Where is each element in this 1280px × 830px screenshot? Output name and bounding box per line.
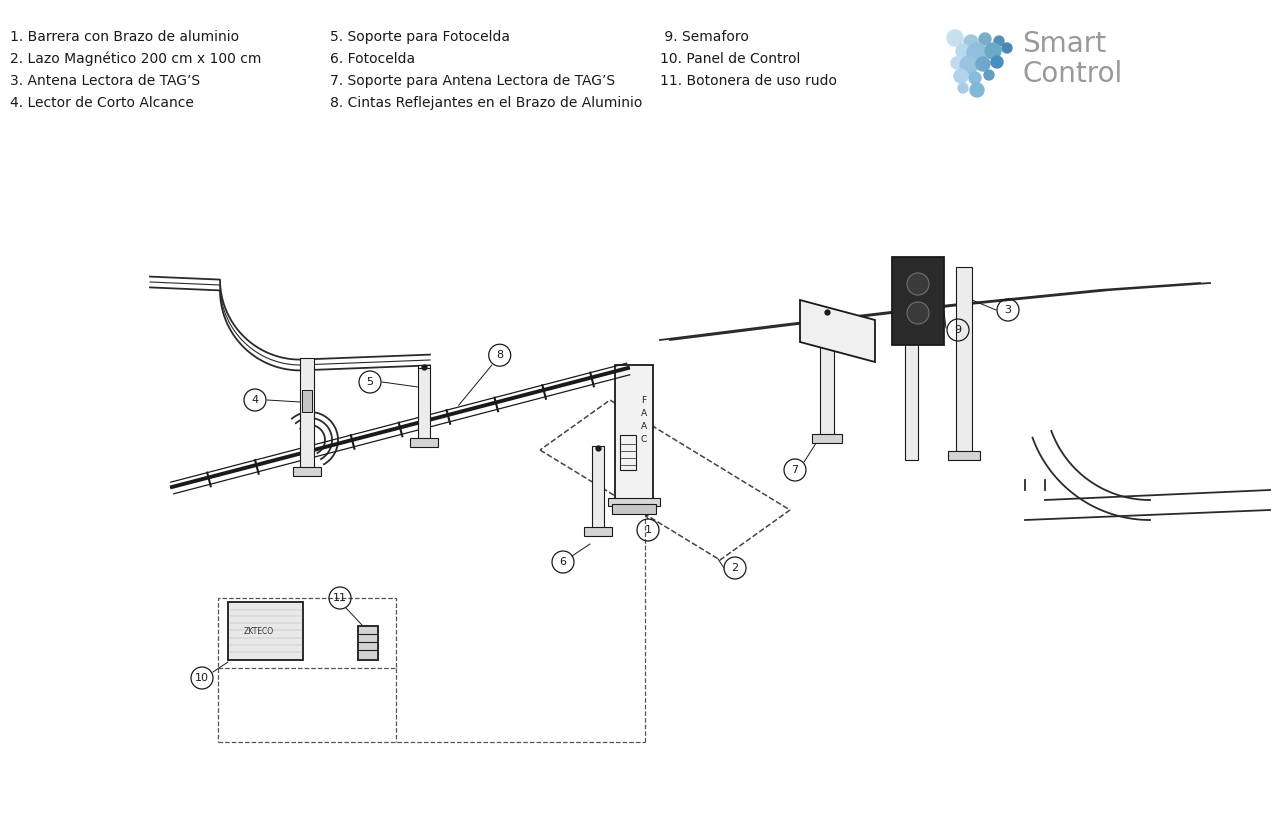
Text: 11: 11: [333, 593, 347, 603]
Text: 5. Soporte para Fotocelda: 5. Soporte para Fotocelda: [330, 30, 509, 44]
Text: 3: 3: [1005, 305, 1011, 315]
Text: 1: 1: [645, 525, 652, 535]
Circle shape: [947, 30, 963, 46]
Circle shape: [984, 70, 995, 80]
Text: 4. Lector de Corto Alcance: 4. Lector de Corto Alcance: [10, 96, 193, 110]
Bar: [584, 527, 612, 536]
Bar: [956, 267, 972, 452]
Text: 3. Antena Lectora de TAG’S: 3. Antena Lectora de TAG’S: [10, 74, 200, 88]
Text: 2: 2: [731, 563, 739, 573]
Bar: [419, 365, 430, 440]
Text: 8. Cintas Reflejantes en el Brazo de Aluminio: 8. Cintas Reflejantes en el Brazo de Alu…: [330, 96, 643, 110]
Bar: [620, 435, 636, 470]
Bar: [358, 626, 378, 660]
Text: Smart
Control: Smart Control: [1021, 30, 1123, 88]
Circle shape: [986, 43, 1001, 59]
Bar: [410, 438, 438, 447]
Text: 1. Barrera con Brazo de aluminio: 1. Barrera con Brazo de aluminio: [10, 30, 239, 44]
Circle shape: [960, 56, 978, 74]
Bar: [293, 467, 321, 476]
Bar: [892, 257, 945, 345]
Text: F
A
A
C: F A A C: [641, 396, 648, 444]
Circle shape: [908, 273, 929, 295]
Circle shape: [908, 302, 929, 324]
Bar: [608, 498, 660, 506]
Circle shape: [977, 57, 989, 71]
Circle shape: [970, 83, 984, 97]
Bar: [302, 390, 312, 412]
Text: 2. Lazo Magnético 200 cm x 100 cm: 2. Lazo Magnético 200 cm x 100 cm: [10, 52, 261, 66]
Text: 6: 6: [559, 557, 567, 567]
Text: 6. Fotocelda: 6. Fotocelda: [330, 52, 415, 66]
Bar: [591, 446, 604, 528]
Text: 10. Panel de Control: 10. Panel de Control: [660, 52, 800, 66]
Bar: [820, 310, 835, 435]
Text: 9: 9: [955, 325, 961, 335]
Text: ZKTECO: ZKTECO: [244, 627, 274, 636]
Circle shape: [964, 35, 978, 49]
Text: 9. Semaforo: 9. Semaforo: [660, 30, 749, 44]
Circle shape: [951, 57, 963, 69]
Text: 7: 7: [791, 465, 799, 475]
Bar: [614, 365, 653, 500]
Text: 4: 4: [251, 395, 259, 405]
Text: 7. Soporte para Antena Lectora de TAG’S: 7. Soporte para Antena Lectora de TAG’S: [330, 74, 616, 88]
Polygon shape: [800, 300, 876, 362]
Text: 5: 5: [366, 377, 374, 387]
Bar: [812, 434, 842, 443]
Circle shape: [966, 43, 987, 63]
Circle shape: [957, 83, 968, 93]
Bar: [218, 598, 396, 668]
Circle shape: [954, 69, 968, 83]
Circle shape: [991, 56, 1004, 68]
Circle shape: [969, 72, 980, 84]
Circle shape: [995, 36, 1004, 46]
Circle shape: [956, 44, 970, 58]
Bar: [612, 504, 657, 514]
Circle shape: [979, 33, 991, 45]
Text: 11. Botonera de uso rudo: 11. Botonera de uso rudo: [660, 74, 837, 88]
Text: 8: 8: [497, 350, 503, 360]
Bar: [948, 451, 980, 460]
Bar: [300, 358, 314, 468]
Text: 10: 10: [195, 673, 209, 683]
Circle shape: [1002, 43, 1012, 53]
Bar: [905, 295, 918, 460]
Bar: [228, 602, 303, 660]
